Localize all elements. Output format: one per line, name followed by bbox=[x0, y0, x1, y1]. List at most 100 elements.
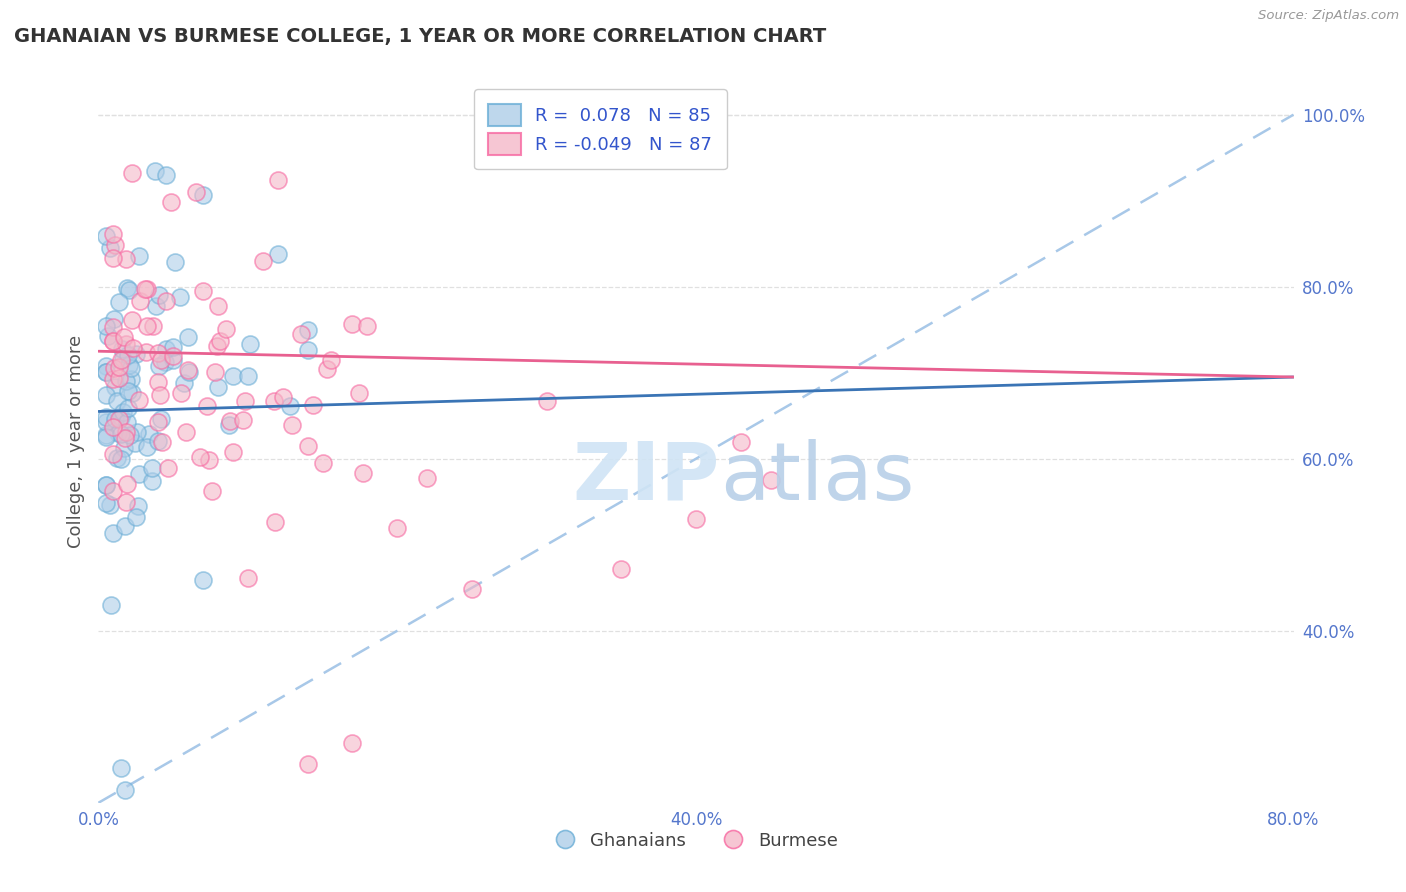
Point bbox=[121, 313, 143, 327]
Point bbox=[111, 352, 134, 367]
Point bbox=[155, 342, 177, 356]
Point bbox=[204, 365, 226, 379]
Point bbox=[118, 283, 141, 297]
Point bbox=[135, 345, 157, 359]
Point bbox=[184, 185, 207, 199]
Point bbox=[267, 247, 290, 261]
Point bbox=[148, 345, 170, 359]
Point bbox=[290, 326, 312, 341]
Point bbox=[104, 411, 127, 425]
Point bbox=[536, 394, 558, 409]
Point bbox=[135, 319, 157, 334]
Point bbox=[146, 415, 169, 429]
Point bbox=[108, 295, 131, 310]
Point bbox=[118, 358, 141, 372]
Point bbox=[162, 350, 184, 364]
Point bbox=[124, 436, 146, 450]
Point bbox=[136, 282, 159, 296]
Point bbox=[121, 386, 143, 401]
Point bbox=[94, 229, 117, 244]
Point bbox=[271, 390, 294, 404]
Point bbox=[114, 519, 136, 533]
Point bbox=[162, 340, 184, 354]
Point bbox=[148, 287, 170, 301]
Point bbox=[103, 420, 125, 434]
Point bbox=[222, 369, 245, 384]
Point bbox=[170, 385, 193, 400]
Point bbox=[297, 757, 319, 772]
Point bbox=[94, 416, 117, 430]
Point bbox=[128, 248, 150, 262]
Point bbox=[153, 354, 176, 368]
Point bbox=[94, 430, 117, 444]
Point bbox=[252, 253, 274, 268]
Point bbox=[321, 352, 343, 367]
Point bbox=[120, 360, 142, 375]
Point bbox=[104, 380, 127, 394]
Point bbox=[385, 521, 409, 535]
Point bbox=[193, 188, 215, 202]
Point bbox=[94, 478, 117, 492]
Point bbox=[97, 328, 120, 343]
Point bbox=[138, 427, 160, 442]
Point bbox=[280, 399, 302, 413]
Point bbox=[94, 318, 117, 333]
Point bbox=[128, 293, 150, 308]
Point bbox=[103, 227, 125, 242]
Point bbox=[103, 334, 125, 348]
Point bbox=[302, 398, 325, 412]
Point bbox=[155, 168, 177, 182]
Point bbox=[145, 299, 167, 313]
Point bbox=[297, 323, 319, 337]
Point bbox=[117, 415, 139, 429]
Point bbox=[117, 384, 139, 399]
Point bbox=[115, 252, 138, 266]
Point bbox=[207, 379, 229, 393]
Point bbox=[103, 484, 125, 499]
Point bbox=[108, 371, 131, 385]
Point bbox=[94, 365, 117, 379]
Point bbox=[118, 427, 141, 442]
Point bbox=[114, 431, 136, 445]
Point bbox=[94, 427, 117, 442]
Point bbox=[218, 417, 240, 432]
Point bbox=[340, 317, 363, 331]
Point bbox=[174, 425, 197, 440]
Point bbox=[150, 435, 173, 450]
Point bbox=[108, 411, 131, 425]
Point bbox=[160, 194, 183, 209]
Point bbox=[188, 450, 211, 465]
Point bbox=[198, 453, 221, 467]
Point bbox=[115, 494, 138, 508]
Point bbox=[352, 466, 374, 480]
Point bbox=[96, 365, 118, 379]
Point bbox=[121, 165, 143, 179]
Point bbox=[685, 512, 707, 526]
Point bbox=[110, 452, 132, 467]
Point bbox=[125, 509, 148, 524]
Point bbox=[94, 359, 117, 373]
Point bbox=[143, 163, 166, 178]
Point bbox=[100, 599, 122, 613]
Point bbox=[215, 322, 238, 336]
Point bbox=[110, 426, 132, 441]
Point bbox=[103, 312, 125, 326]
Point bbox=[128, 467, 150, 481]
Point bbox=[157, 461, 180, 475]
Point bbox=[128, 392, 150, 407]
Point bbox=[115, 477, 138, 491]
Point bbox=[114, 374, 136, 388]
Point bbox=[135, 440, 157, 454]
Point bbox=[236, 571, 259, 585]
Point bbox=[177, 363, 200, 377]
Point bbox=[142, 318, 165, 333]
Point bbox=[108, 359, 131, 374]
Text: GHANAIAN VS BURMESE COLLEGE, 1 YEAR OR MORE CORRELATION CHART: GHANAIAN VS BURMESE COLLEGE, 1 YEAR OR M… bbox=[14, 27, 827, 45]
Point bbox=[281, 417, 304, 432]
Point bbox=[342, 735, 364, 749]
Point bbox=[165, 254, 187, 268]
Point bbox=[134, 282, 156, 296]
Point bbox=[169, 291, 191, 305]
Y-axis label: College, 1 year or more: College, 1 year or more bbox=[66, 335, 84, 548]
Point bbox=[416, 471, 439, 485]
